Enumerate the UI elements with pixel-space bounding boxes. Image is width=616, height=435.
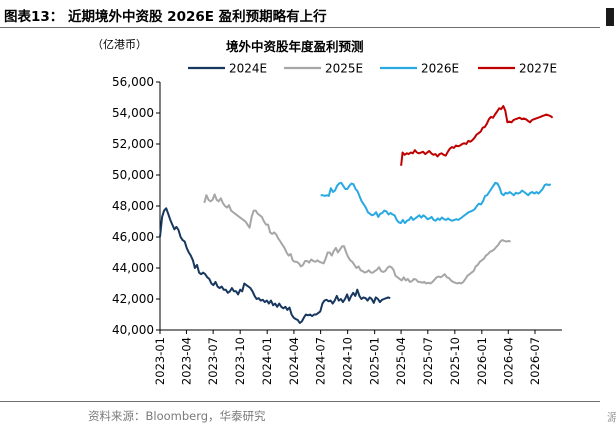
x-tick-label: 2026-07 [528,337,542,385]
x-tick-label: 2025-04 [394,337,408,385]
y-tick-label: 42,000 [112,292,154,306]
x-tick-label: 2023-07 [206,337,220,385]
series-line-2024E [159,207,391,324]
adjacent-figure-mark: 源 [607,411,616,424]
series-line-2025E [203,193,511,285]
x-tick-label: 2025-10 [448,337,462,385]
x-tick-label: 2024-04 [287,337,301,385]
plot-lines [159,105,554,324]
series-line-2027E [400,105,554,166]
source-note: 资料来源：Bloomberg，华泰研究 [88,409,266,423]
chart-title: 境外中资股年度盈利预测 [226,39,364,54]
legend: 2024E 2025E 2026E 2027E [188,62,557,76]
x-tick-label: 2024-07 [314,337,328,385]
x-tick-label: 2026-01 [475,337,489,385]
x-tick-label: 2023-10 [233,337,247,385]
x-axis: 2023-01 2023-04 2023-07 2023-10 2024-01 2024-… [153,329,562,385]
x-tick-label: 2023-01 [153,337,167,385]
series-line-2026E [320,181,552,225]
x-tick-label: 2023-04 [179,337,193,385]
y-axis: 40,000 42,000 44,000 46,000 48,000 50,000 52,0… [112,75,161,337]
figure-title: 图表13： 近期境外中资股 2026E 盈利预期略有上行 [4,9,327,25]
x-tick-label: 2025-01 [368,337,382,385]
y-tick-label: 44,000 [112,261,154,275]
adjacent-figure-edge [606,8,614,26]
y-tick-label: 54,000 [112,106,154,120]
legend-label-2025E: 2025E [325,62,363,76]
x-tick-label: 2025-07 [421,337,435,385]
footer-divider [0,401,600,402]
x-tick-label: 2026-04 [501,337,515,385]
y-tick-label: 50,000 [112,168,154,182]
legend-label-2027E: 2027E [519,62,557,76]
y-tick-label: 46,000 [112,230,154,244]
y-tick-label: 40,000 [112,323,154,337]
unit-label: （亿港币） [92,38,147,51]
chart: 2024E 2025E 2026E 2027E 40,00042,00044,0004… [112,62,562,385]
title-divider [0,27,600,28]
x-tick-label: 2024-10 [341,337,355,385]
legend-label-2026E: 2026E [421,62,459,76]
y-tick-label: 52,000 [112,137,154,151]
x-tick-label: 2024-01 [260,337,274,385]
y-tick-label: 48,000 [112,199,154,213]
legend-label-2024E: 2024E [229,62,267,76]
y-tick-label: 56,000 [112,75,154,89]
